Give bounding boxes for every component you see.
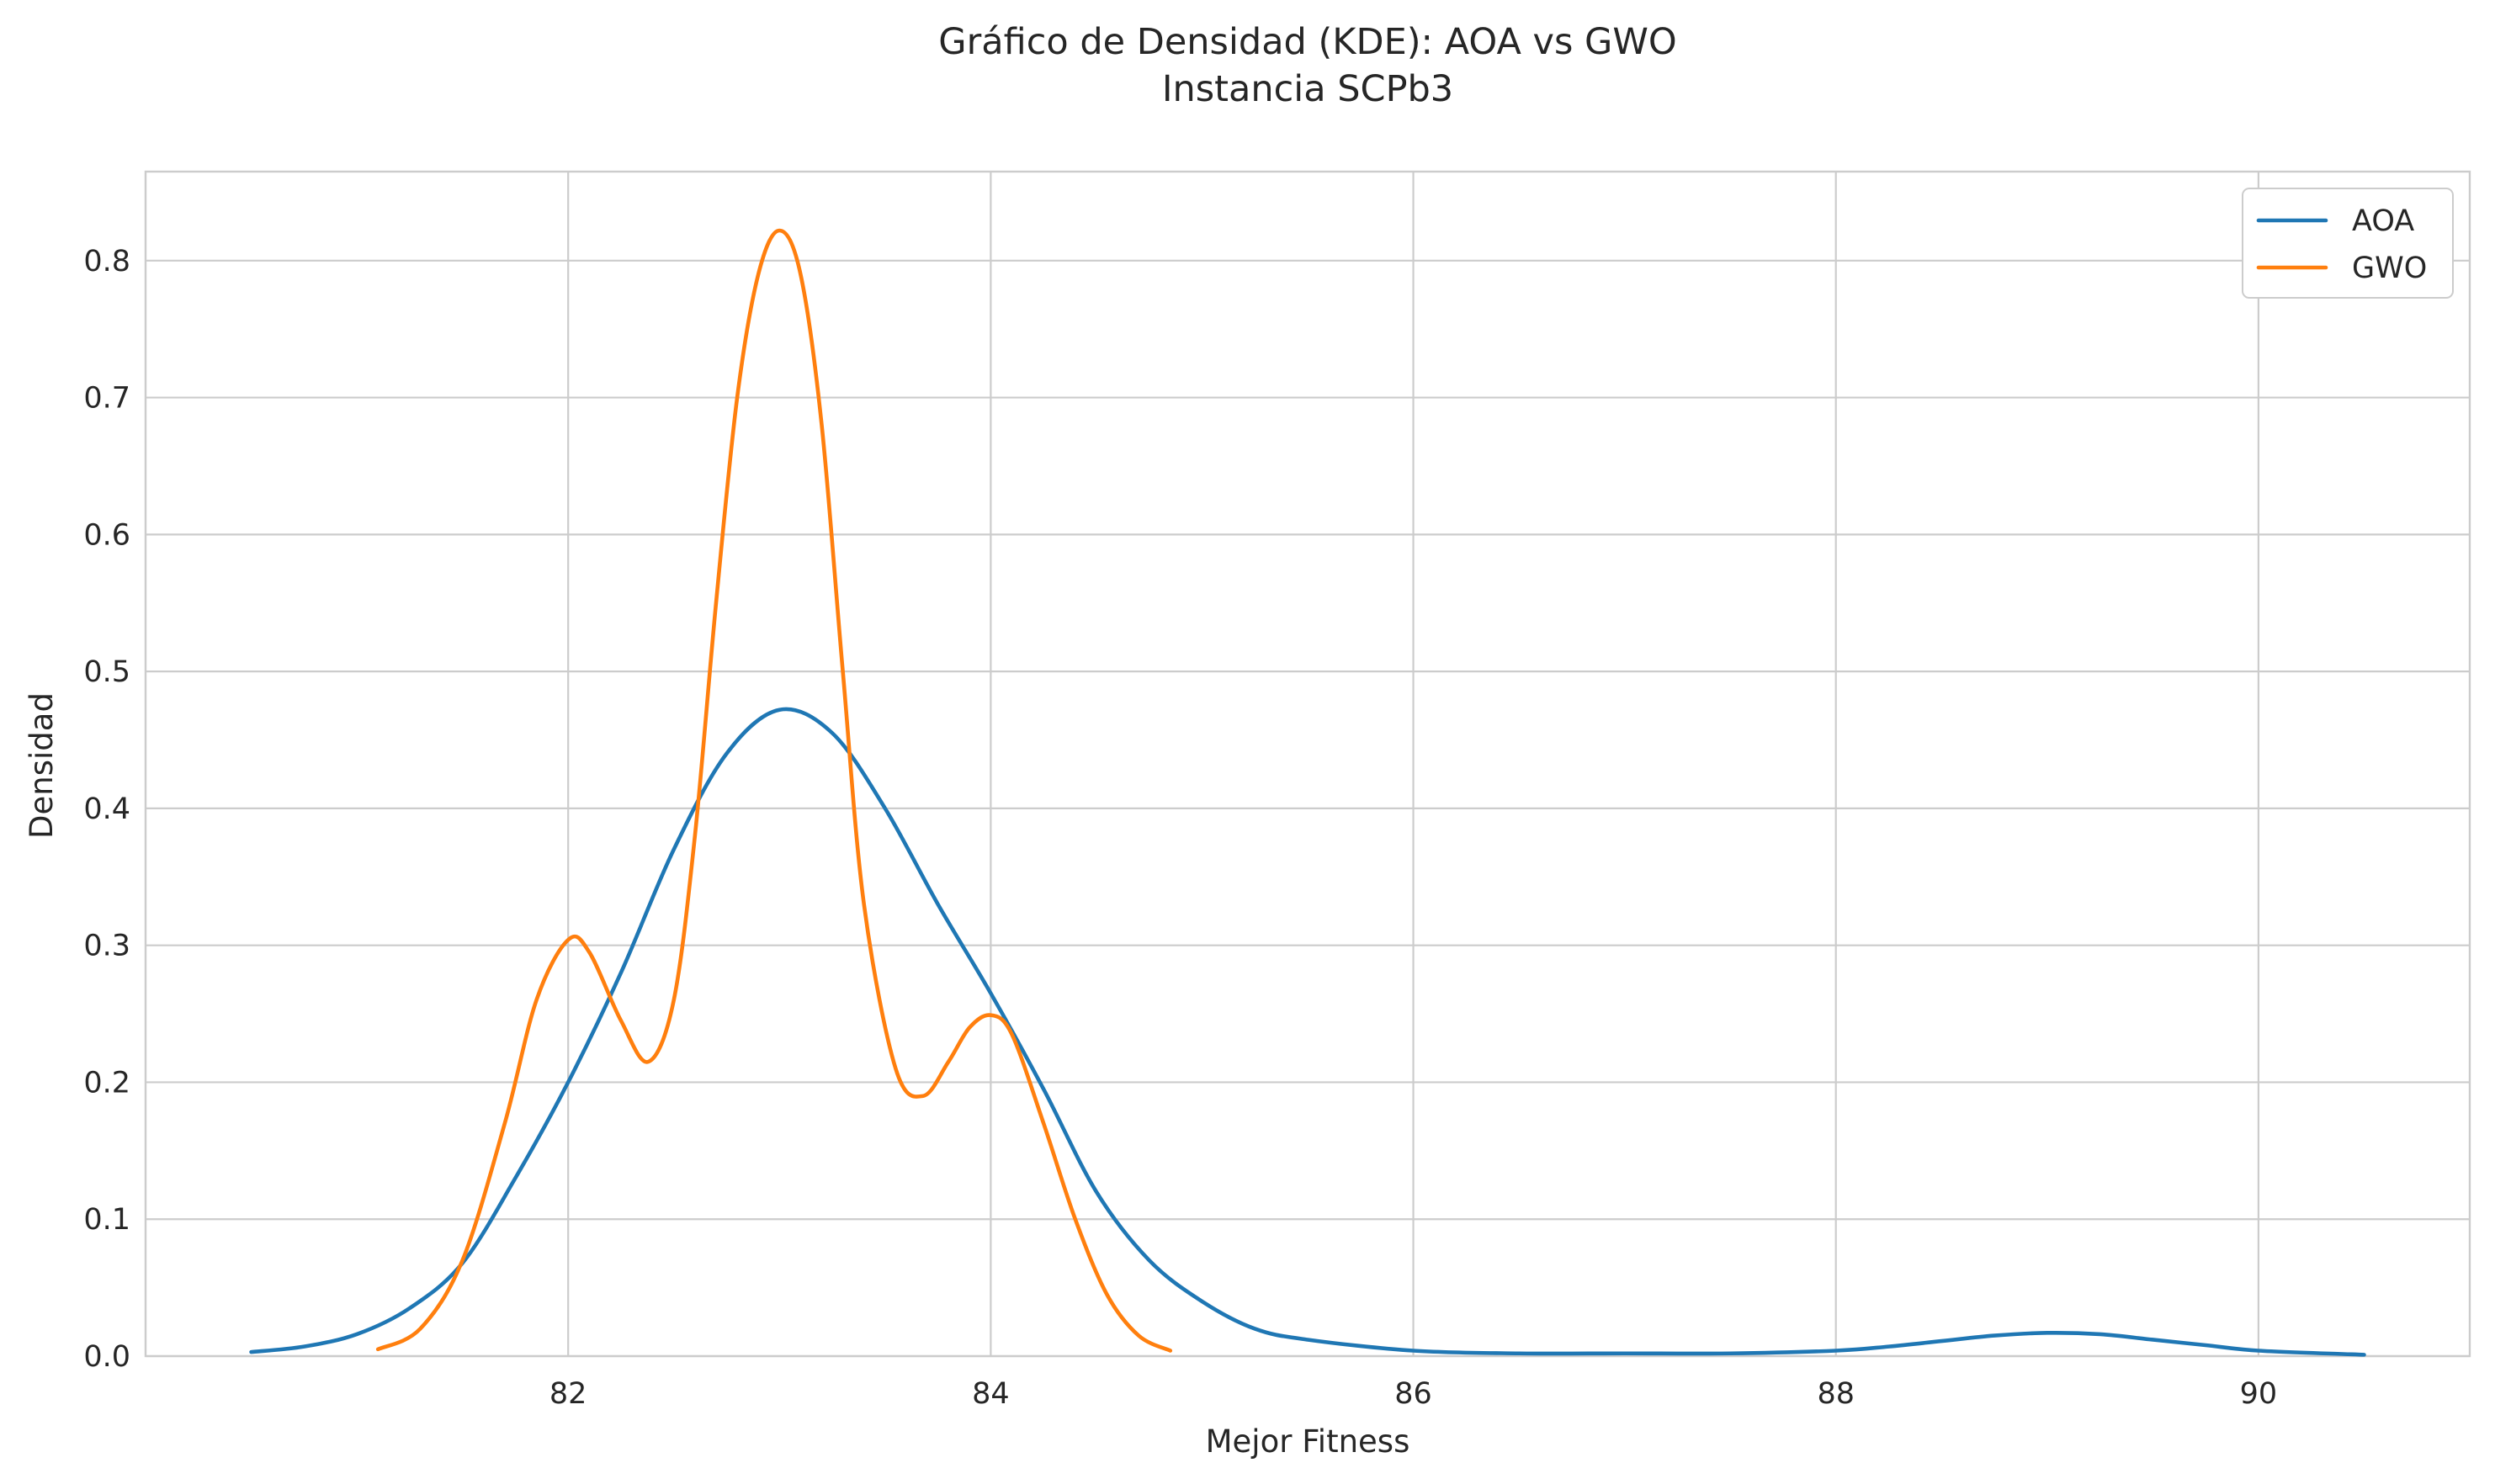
x-axis-label: Mejor Fitness [1206, 1423, 1410, 1460]
y-axis-label: Densidad [24, 692, 60, 839]
plot-area-frame [144, 170, 2471, 1358]
y-tick-label: 0.2 [83, 1066, 130, 1100]
legend: AOA GWO [2242, 188, 2454, 299]
y-tick-label: 0.6 [83, 518, 130, 552]
y-tick-label: 0.5 [83, 655, 130, 689]
y-tick-labels: 0.0 0.1 0.2 0.3 0.4 0.5 0.6 0.7 0.8 [83, 245, 130, 1374]
y-tick-label: 0.0 [83, 1340, 130, 1374]
chart-subtitle: Instancia SCPb3 [1162, 68, 1453, 110]
y-tick-label: 0.4 [83, 792, 130, 826]
series-layer [249, 228, 2366, 1357]
x-tick-label: 82 [549, 1377, 587, 1411]
y-tick-label: 0.3 [83, 930, 130, 963]
chart-title: Gráfico de Densidad (KDE): AOA vs GWO [938, 21, 1676, 63]
legend-label-aoa: AOA [2352, 204, 2414, 238]
x-tick-labels: 82 84 86 88 90 [549, 1377, 2277, 1411]
legend-label-gwo: GWO [2352, 252, 2427, 285]
x-tick-label: 88 [1817, 1377, 1855, 1411]
series-line-aoa [249, 707, 2366, 1357]
series-line-gwo [375, 228, 1173, 1353]
x-tick-label: 90 [2240, 1377, 2278, 1411]
y-tick-label: 0.1 [83, 1203, 130, 1237]
legend-box [2242, 188, 2454, 299]
y-tick-label: 0.7 [83, 382, 130, 416]
y-gridlines [146, 259, 2470, 1358]
x-gridlines [567, 172, 2260, 1356]
y-tick-label: 0.8 [83, 245, 130, 278]
x-tick-label: 84 [972, 1377, 1010, 1411]
x-tick-label: 86 [1394, 1377, 1432, 1411]
